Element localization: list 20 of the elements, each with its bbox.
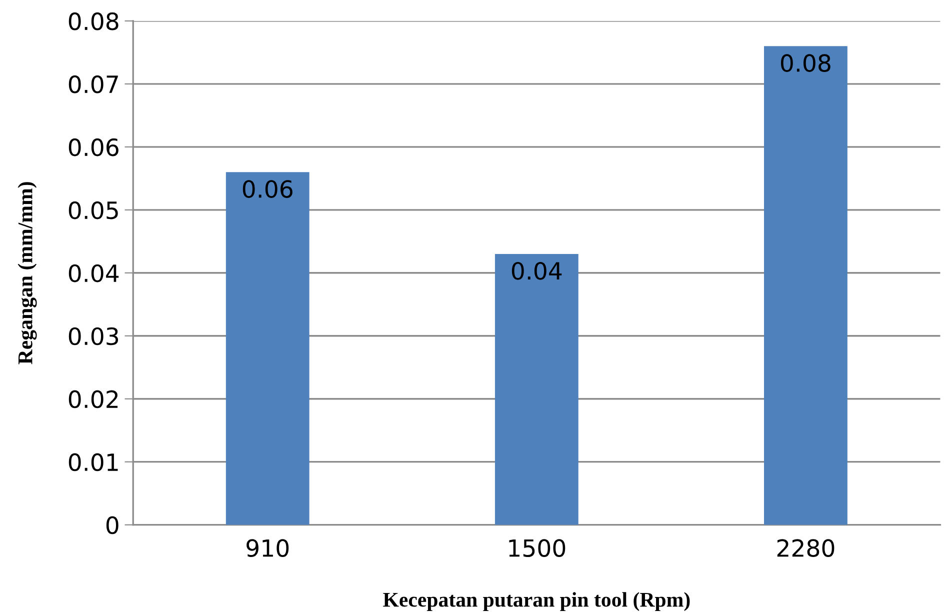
y-tick-label: 0.01 bbox=[68, 453, 118, 472]
bar bbox=[226, 172, 310, 525]
y-tick-label: 0 bbox=[106, 516, 118, 534]
bar bbox=[494, 254, 578, 525]
x-tick-label: 2280 bbox=[777, 539, 834, 557]
x-tick-label: 1500 bbox=[509, 539, 566, 557]
data-label: 0.08 bbox=[780, 54, 830, 72]
y-axis-title: Regangan (mm/mm) bbox=[18, 182, 37, 364]
x-axis-title: Kecepatan putaran pin tool (Rpm) bbox=[383, 592, 690, 612]
data-label: 0.06 bbox=[242, 180, 292, 198]
x-tick-label: 910 bbox=[246, 539, 289, 557]
bar bbox=[764, 46, 848, 525]
data-label: 0.04 bbox=[512, 262, 562, 280]
y-tick-label: 0.05 bbox=[68, 201, 118, 220]
y-tick-label: 0.07 bbox=[68, 75, 118, 94]
y-tick-label: 0.02 bbox=[68, 390, 118, 408]
y-tick-label: 0.03 bbox=[68, 327, 118, 346]
y-tick-label: 0.04 bbox=[68, 264, 119, 282]
y-tick-label: 0.06 bbox=[68, 138, 118, 156]
y-tick-label: 0.08 bbox=[68, 12, 118, 30]
